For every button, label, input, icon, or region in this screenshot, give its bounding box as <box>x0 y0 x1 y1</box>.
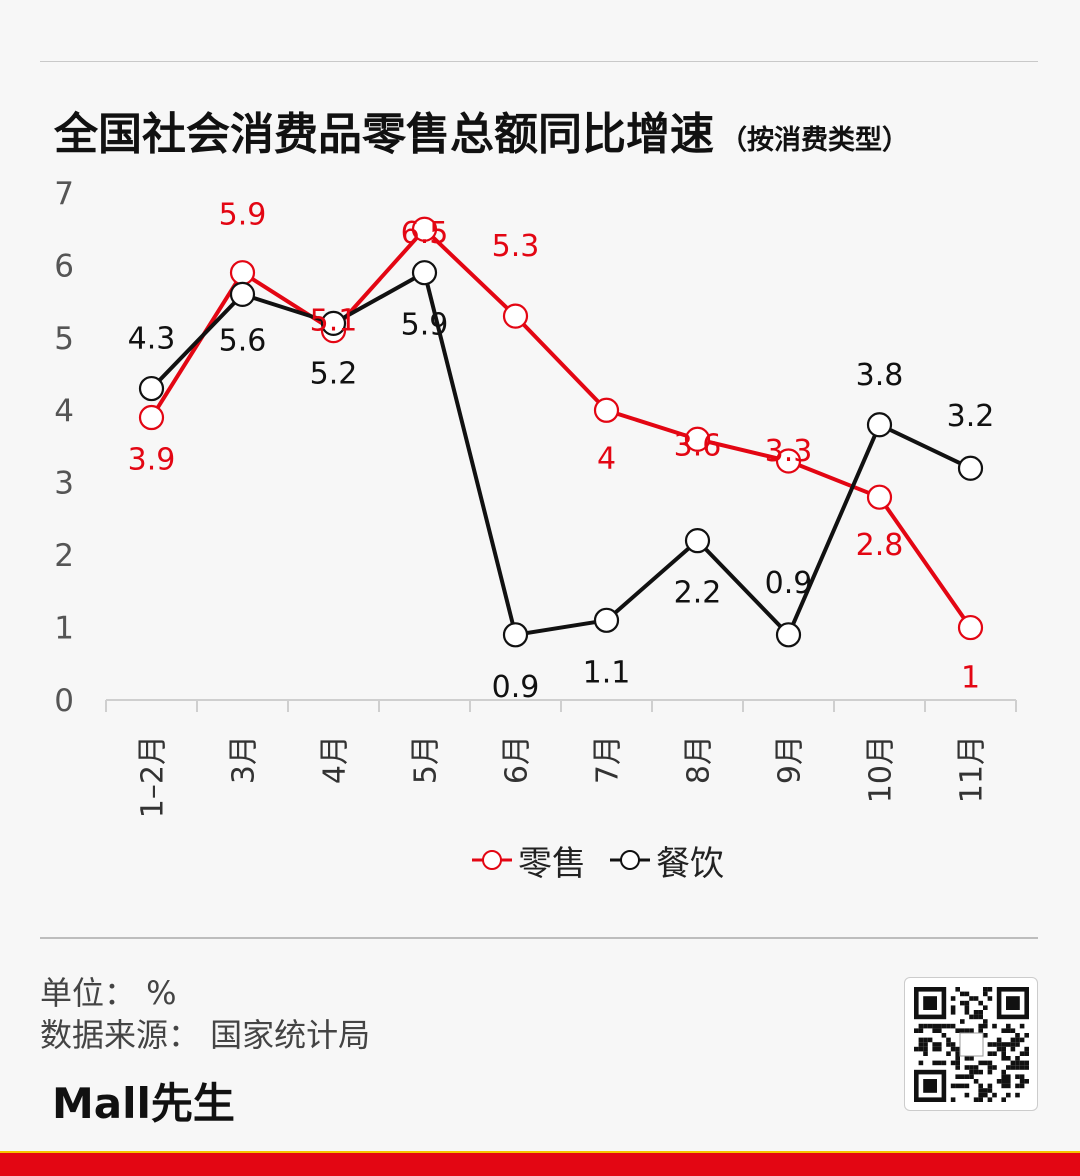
data-label: 5.2 <box>310 356 358 391</box>
y-tick-label: 6 <box>54 248 74 284</box>
data-point <box>229 260 256 286</box>
legend-label-catering: 餐饮 <box>656 843 724 884</box>
x-tick-label: 4月 <box>318 735 353 784</box>
x-tick-label: 1–2月 <box>136 735 171 818</box>
data-label: 3.8 <box>856 358 904 393</box>
y-tick-label: 5 <box>54 321 74 357</box>
data-label: 3.2 <box>947 399 995 434</box>
series-catering <box>138 260 984 648</box>
data-label: 1 <box>961 661 980 696</box>
data-label: 0.9 <box>492 670 540 705</box>
data-point <box>502 622 529 648</box>
chart-title-sub: （按消费类型） <box>720 125 909 156</box>
data-label: 2.8 <box>856 528 904 563</box>
qr-code-graphic <box>914 987 1029 1102</box>
data-point <box>866 412 893 438</box>
data-label: 4 <box>597 441 616 476</box>
legend-label-retail: 零售 <box>518 843 586 884</box>
x-tick-label: 9月 <box>773 735 808 784</box>
bottom-divider <box>40 937 1038 939</box>
bottom-accent-bar <box>0 1151 1080 1176</box>
data-point <box>593 397 620 423</box>
legend-item-retail: 零售 <box>470 836 586 885</box>
legend-marker-catering <box>610 850 650 870</box>
y-tick-label: 2 <box>54 538 74 574</box>
data-label: 5.9 <box>219 198 267 233</box>
data-point <box>138 375 165 402</box>
data-point <box>138 404 165 431</box>
y-tick-label: 7 <box>54 176 74 212</box>
qr-code-icon <box>904 977 1038 1111</box>
data-point <box>411 216 438 242</box>
x-tick-label: 6月 <box>500 735 535 784</box>
data-point <box>684 426 711 452</box>
chart-title: 全国社会消费品零售总额同比增速 （按消费类型） <box>54 98 909 162</box>
data-label: 2.2 <box>674 576 722 611</box>
data-point <box>411 260 438 286</box>
line-chart: 0 1 2 3 4 5 6 7 1–2月 3月 4月 5月 6月 7月 8月 9月 10月 11月 3.9 5.9 5.… <box>54 176 1017 818</box>
brand-logo: Mall先生 <box>52 1079 235 1128</box>
x-tick-label: 8月 <box>682 735 717 784</box>
data-label: 5.6 <box>219 323 267 358</box>
data-point <box>866 484 893 510</box>
data-label: 3.3 <box>765 434 813 469</box>
data-label: 1.1 <box>583 655 631 690</box>
data-point <box>775 622 802 648</box>
y-tick-label: 4 <box>54 393 74 429</box>
data-label: 5.1 <box>310 304 358 339</box>
x-tick-label: 7月 <box>591 735 626 784</box>
series-retail <box>138 216 984 641</box>
data-point <box>593 607 620 633</box>
data-point <box>320 310 347 336</box>
data-label: 6.5 <box>401 216 449 251</box>
x-tick-label: 5月 <box>409 735 444 784</box>
data-label: 3.6 <box>674 428 722 463</box>
x-tick-label: 11月 <box>955 735 990 803</box>
data-label: 3.9 <box>128 443 176 478</box>
x-tick-label: 10月 <box>864 735 899 803</box>
data-label: 5.3 <box>492 229 540 264</box>
x-tick-label: 3月 <box>227 735 262 784</box>
legend: 零售 餐饮 <box>470 836 746 885</box>
chart-title-main: 全国社会消费品零售总额同比增速 <box>54 109 714 160</box>
data-point <box>775 448 802 474</box>
series-line <box>150 270 972 637</box>
top-divider <box>40 61 1038 62</box>
data-point <box>957 455 984 481</box>
y-tick-label: 3 <box>54 466 74 502</box>
y-tick-label: 0 <box>54 683 74 719</box>
data-point <box>502 303 529 329</box>
series-line <box>149 227 973 629</box>
legend-item-catering: 餐饮 <box>608 836 724 885</box>
data-point <box>229 281 256 307</box>
data-point <box>957 614 984 641</box>
y-tick-label: 1 <box>54 611 74 647</box>
data-point <box>684 528 711 554</box>
source-label: 数据来源： 国家统计局 <box>40 1016 371 1054</box>
unit-label: 单位： % <box>40 974 177 1012</box>
data-label: 4.3 <box>128 322 176 357</box>
legend-marker-retail <box>472 850 512 870</box>
data-label: 5.9 <box>401 308 449 343</box>
data-label: 0.9 <box>765 566 813 601</box>
